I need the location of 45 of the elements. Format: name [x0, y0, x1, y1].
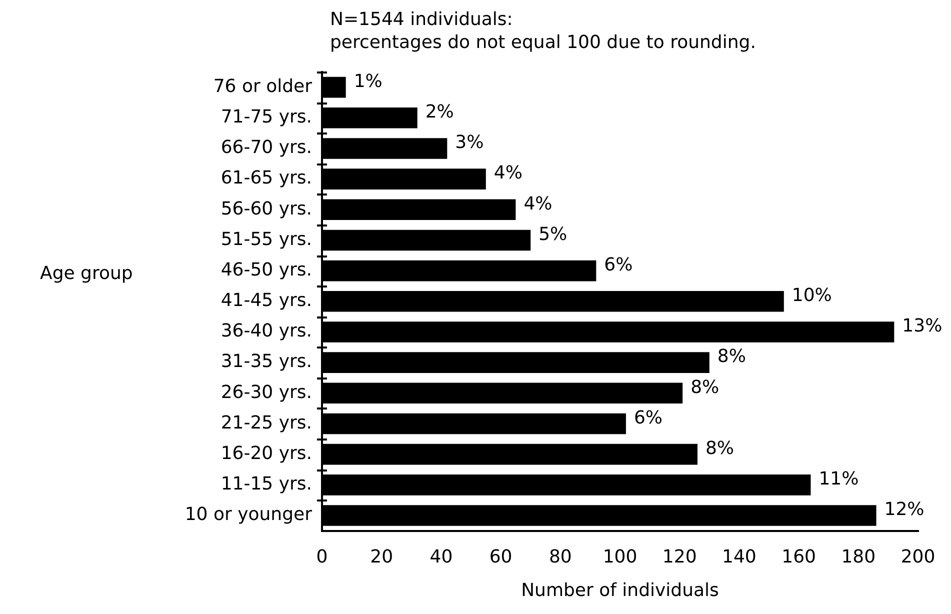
chart-title: N=1544 individuals: [330, 8, 514, 31]
y-tick-label: 31-35 yrs. [220, 351, 312, 372]
x-tick-label: 180 [841, 546, 876, 568]
x-tick-label: 0 [316, 546, 328, 568]
annotation: 8% [690, 376, 720, 398]
x-tick-label: 200 [900, 546, 936, 568]
y-tick-label: 61-65 yrs. [220, 168, 312, 189]
y-tick-label: 41-45 yrs. [220, 290, 312, 312]
y-tick-label: 10 or younger [184, 504, 313, 526]
annotation: 13% [902, 316, 942, 337]
annotation: 12% [884, 499, 924, 520]
y-tick-label: 46-50 yrs. [220, 259, 312, 280]
y-tick-label: 56-60 yrs. [220, 198, 312, 220]
y-tick-label: 26-30 yrs. [220, 382, 312, 403]
y-tick-label: 71-75 yrs. [220, 106, 312, 128]
y-axis-title: Age group [40, 263, 133, 284]
chart-subtitle: percentages do not equal 100 due to rounding. [330, 31, 756, 54]
annotation: 8% [705, 438, 734, 460]
annotation: 10% [792, 285, 832, 306]
annotation: 1% [354, 70, 382, 92]
x-tick-label: 40 [430, 546, 453, 568]
x-tick-label: 60 [489, 546, 512, 568]
annotation: 2% [425, 102, 454, 123]
annotation: 3% [455, 132, 484, 154]
y-tick-label: 76 or older [213, 76, 313, 97]
y-tick-label: 11-15 yrs. [220, 474, 312, 495]
annotation: 5% [538, 224, 568, 245]
annotation: 4% [494, 162, 522, 184]
annotation: 11% [818, 468, 859, 490]
y-tick-label: 16-20 yrs. [220, 443, 312, 464]
x-tick-label: 120 [662, 546, 697, 568]
y-tick-label: 21-25 yrs. [220, 412, 312, 434]
x-tick-label: 80 [548, 546, 572, 568]
annotation: 6% [634, 407, 663, 428]
annotation: 4% [524, 193, 552, 214]
y-tick-label: 51-55 yrs. [220, 228, 312, 250]
annotation: 6% [604, 254, 633, 276]
x-tick-label: 20 [370, 546, 394, 568]
y-tick-label: 36-40 yrs. [220, 320, 312, 342]
x-tick-label: 140 [722, 546, 756, 568]
x-axis-title: Number of individuals [521, 580, 719, 601]
x-tick-label: 100 [602, 546, 638, 568]
y-tick-label: 66-70 yrs. [220, 137, 312, 158]
x-tick-label: 160 [782, 546, 816, 568]
annotation: 8% [717, 346, 746, 368]
